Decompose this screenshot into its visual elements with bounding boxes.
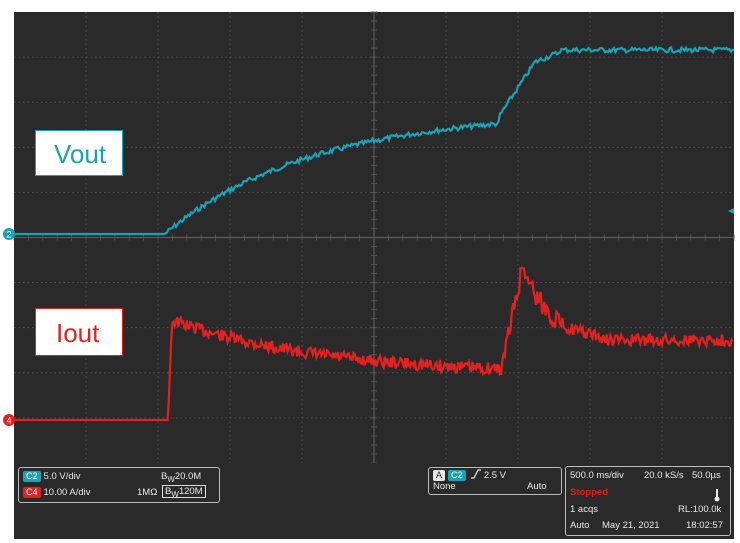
ch4-chip: C4 [23,487,41,498]
ch4-scale: 10.00 A/div [43,487,91,498]
resolution: 50.0µs [692,470,721,481]
ch2-scale: 5.0 V/div [43,471,81,482]
record-length: RL:100.0k [678,504,722,515]
ch2-bandwidth: BW20.0M [161,471,202,484]
acquisition-state: Stopped [570,487,608,498]
status-bar: C2 5.0 V/div BW20.0M C4 10.00 A/div 1MΩ BW… [14,463,734,539]
trigger-source-chip: C2 [448,470,466,481]
channel-settings-panel[interactable]: C2 5.0 V/div BW20.0M C4 10.00 A/div 1MΩ BW… [18,467,220,503]
ch2-ground-marker: 2 [3,228,15,240]
trigger-coupling: None [433,481,456,492]
vout-trace [14,45,735,236]
trigger-level: 2.5 V [483,470,506,481]
trigger-level-arrow-icon [728,208,734,214]
waveform-traces [14,45,735,422]
ch4-bandwidth: BW120M [162,485,206,499]
sample-rate: 20.0 kS/s [644,470,684,481]
timebase: 500.0 ms/div [570,470,624,481]
acquisition-mode: Auto [570,520,590,531]
iout-label: Iout [35,308,123,356]
trigger-sweep: Auto [527,481,547,492]
acquisition-panel[interactable]: 500.0 ms/div 20.0 kS/s 50.0µs Stopped 1 … [565,466,731,536]
svg-text:4: 4 [6,416,11,426]
acquisition-date: May 21, 2021 [602,520,660,531]
iout-trace [14,266,734,422]
graticule-grid [13,11,735,464]
trigger-mode-chip: A [433,470,446,481]
trigger-panel[interactable]: A C2 2.5 V None Auto [428,467,562,495]
ch2-chip: C2 [23,471,41,482]
acquisition-count: 1 acqs [570,504,598,515]
ch4-impedance: 1MΩ [137,487,158,498]
acquisition-time: 18:02:57 [686,520,723,531]
thermometer-icon [714,489,720,502]
vout-label: Vout [35,130,123,176]
svg-text:2: 2 [6,230,11,240]
ch4-ground-marker: 4 [3,414,15,426]
rising-edge-icon [471,469,482,479]
